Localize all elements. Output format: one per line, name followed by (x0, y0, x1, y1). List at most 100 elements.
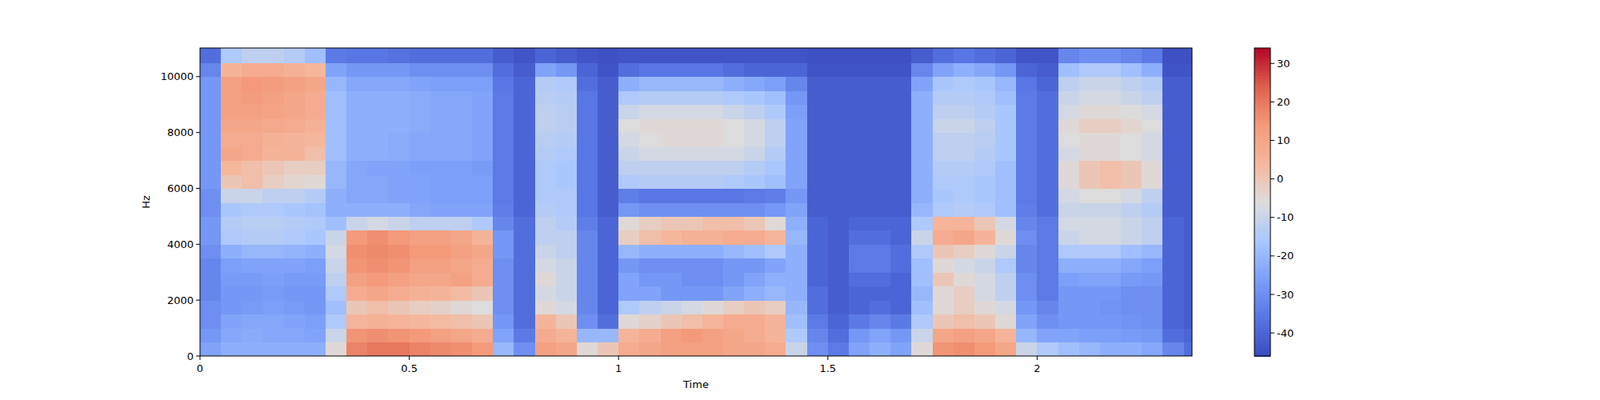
cell (472, 104, 494, 120)
cell (388, 300, 410, 315)
cell (325, 342, 348, 356)
cell (1120, 48, 1143, 64)
cell (764, 160, 787, 176)
cell (1036, 300, 1059, 315)
cell (262, 146, 284, 161)
cell (995, 244, 1017, 259)
cell (388, 104, 410, 120)
cell (995, 48, 1017, 64)
cell (200, 202, 222, 217)
cell (807, 104, 829, 120)
cell (1141, 216, 1164, 231)
cell (764, 76, 787, 92)
cell (556, 216, 578, 231)
cell (388, 230, 410, 245)
y-tick (196, 132, 200, 133)
cell (200, 118, 222, 133)
cell (618, 300, 640, 315)
cell (262, 230, 284, 245)
cell (409, 174, 432, 189)
cell (576, 272, 599, 287)
cell (660, 62, 683, 77)
cell (535, 230, 557, 245)
cell (702, 258, 724, 273)
cell (785, 160, 808, 176)
cell (911, 244, 933, 259)
cell (995, 188, 1017, 203)
cell (535, 342, 557, 356)
cell (702, 76, 724, 92)
cell (974, 230, 996, 245)
cell (1141, 118, 1164, 133)
cell (785, 230, 808, 245)
cell (660, 188, 683, 203)
cell (346, 146, 368, 161)
cell (1184, 202, 1192, 217)
cell (702, 328, 724, 343)
cell (953, 62, 976, 77)
cell (618, 272, 640, 287)
cell (241, 76, 264, 92)
cell (388, 328, 410, 343)
cell (995, 90, 1017, 105)
cell (807, 328, 829, 343)
cell (535, 62, 557, 77)
cell (932, 188, 955, 203)
cell (535, 328, 557, 343)
y-tick (196, 300, 200, 301)
cell (200, 244, 222, 259)
cell (995, 258, 1017, 273)
cell (1036, 132, 1059, 148)
cell (388, 314, 410, 329)
cell (828, 230, 850, 245)
cell (1058, 328, 1080, 343)
cell (1058, 272, 1080, 287)
cell (284, 118, 306, 133)
cell (451, 90, 473, 105)
cell (848, 174, 871, 189)
cell (1079, 90, 1101, 105)
cell (220, 314, 243, 329)
cell (1058, 258, 1080, 273)
cell (1184, 48, 1192, 64)
cell (1184, 132, 1192, 148)
cell (409, 328, 432, 343)
cell (660, 286, 683, 301)
cell (932, 272, 955, 287)
cell (911, 104, 933, 120)
cell (200, 76, 222, 92)
cell (284, 286, 306, 301)
cell (472, 188, 494, 203)
cell (1058, 160, 1080, 176)
cell (492, 244, 515, 259)
cell (639, 202, 661, 217)
cell (890, 188, 912, 203)
cell (220, 174, 243, 189)
cell (1079, 202, 1101, 217)
cell (262, 160, 284, 176)
cell (346, 118, 368, 133)
cell (409, 258, 432, 273)
cell (1120, 230, 1143, 245)
cell (1141, 48, 1164, 64)
cell (660, 328, 683, 343)
cell (932, 104, 955, 120)
cell (367, 314, 389, 329)
cell (1162, 62, 1184, 77)
cell (220, 202, 243, 217)
cell (200, 230, 222, 245)
cell (513, 244, 536, 259)
cell (325, 146, 348, 161)
cell (262, 258, 284, 273)
cell (702, 118, 724, 133)
cell (911, 300, 933, 315)
cell (492, 272, 515, 287)
cell (848, 314, 871, 329)
cell (723, 230, 745, 245)
cell (513, 104, 536, 120)
cell (785, 132, 808, 148)
colorbar-tick (1270, 178, 1275, 180)
cell (367, 258, 389, 273)
cell (346, 328, 368, 343)
cell (200, 48, 222, 64)
